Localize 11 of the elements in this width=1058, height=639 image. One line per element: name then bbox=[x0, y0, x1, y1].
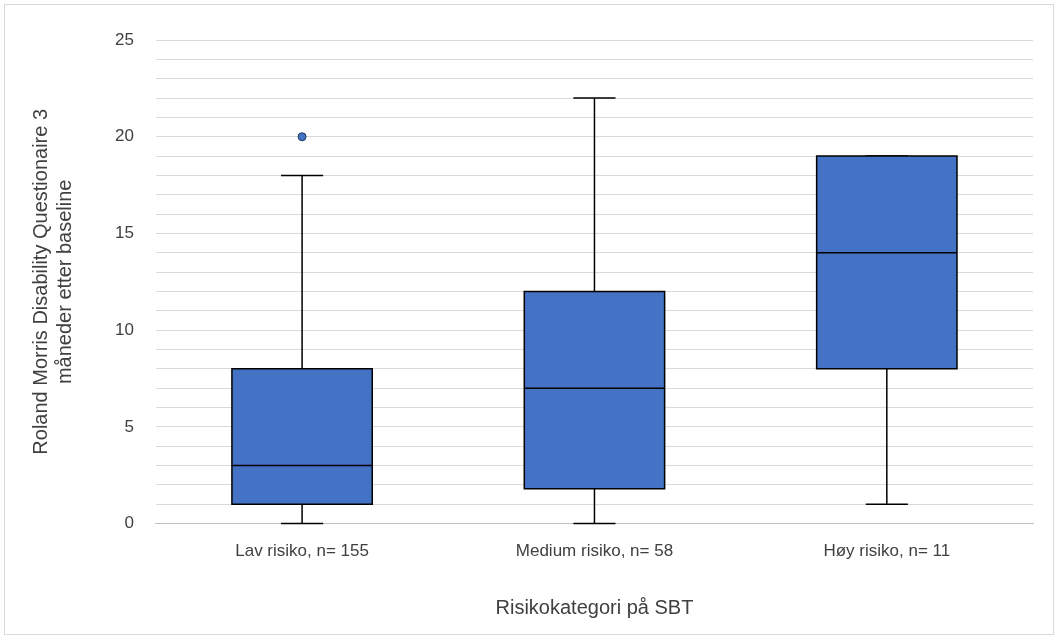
y-tick-label: 0 bbox=[124, 513, 134, 533]
y-axis-title: Roland Morris Disability Questionaire 3 måneder etter baseline bbox=[28, 108, 75, 455]
y-tick-label: 10 bbox=[114, 319, 134, 339]
x-tick-label: Høy risiko, n= 11 bbox=[823, 541, 951, 561]
x-tick-label: Medium risiko, n= 58 bbox=[515, 541, 674, 561]
x-axis-title: Risikokategori på SBT bbox=[495, 595, 694, 618]
y-tick-label: 5 bbox=[124, 416, 134, 436]
x-tick-label: Lav risiko, n= 155 bbox=[235, 541, 369, 561]
y-tick-label: 20 bbox=[114, 126, 134, 146]
y-tick-label: 15 bbox=[114, 223, 134, 243]
y-tick-label: 25 bbox=[114, 29, 134, 49]
